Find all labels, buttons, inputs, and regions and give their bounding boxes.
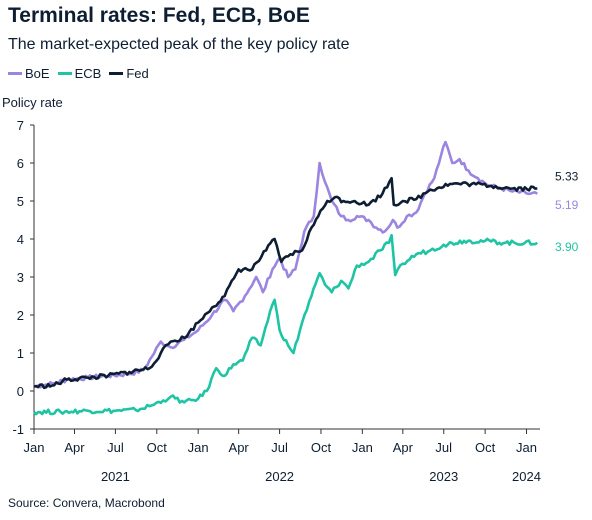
legend-item-boe: BoE: [8, 66, 50, 81]
y-tick-label: 7: [17, 118, 24, 133]
end-label-boe: 5.19: [555, 198, 579, 212]
x-tick-label: Apr: [229, 440, 250, 455]
y-axis-label: Policy rate: [2, 95, 63, 110]
x-tick-label: Jan: [516, 440, 537, 455]
legend-label-boe: BoE: [25, 66, 50, 81]
legend-item-fed: Fed: [109, 66, 149, 81]
y-tick-label: 1: [17, 346, 24, 361]
y-tick-label: 3: [17, 270, 24, 285]
x-year-label: 2022: [265, 469, 294, 484]
y-tick-label: -1: [12, 422, 24, 437]
x-year-label: 2023: [429, 469, 458, 484]
end-label-fed: 5.33: [555, 169, 579, 183]
legend-label-fed: Fed: [126, 66, 149, 81]
legend: BoE ECB Fed: [8, 66, 149, 81]
x-tick-label: Apr: [393, 440, 414, 455]
x-tick-label: Oct: [475, 440, 496, 455]
end-labels: 5.19 3.90 5.33: [555, 169, 579, 253]
x-tick-label: Oct: [147, 440, 168, 455]
y-tick-label: 6: [17, 156, 24, 171]
series-line-boe: [33, 140, 538, 389]
x-tick-label: Oct: [311, 440, 332, 455]
x-tick-label: Jan: [188, 440, 209, 455]
x-tick-label: Apr: [64, 440, 85, 455]
legend-item-ecb: ECB: [57, 66, 102, 81]
legend-swatch-boe: [8, 72, 22, 75]
source-note: Source: Convera, Macrobond: [8, 496, 165, 510]
legend-swatch-fed: [109, 72, 124, 75]
y-tick-label: 2: [17, 308, 24, 323]
y-tick-label: 5: [17, 194, 24, 209]
series-line-fed: [33, 176, 538, 390]
y-tick-label: 0: [17, 384, 24, 399]
series-lines: [33, 140, 538, 416]
x-year-label: 2021: [101, 469, 130, 484]
x-year-label: 2024: [512, 469, 541, 484]
x-tick-label: Jul: [271, 440, 288, 455]
chart-title: Terminal rates: Fed, ECB, BoE: [8, 4, 310, 27]
axes: -1 0 1 2 3 4 5 6 7 Jan Apr Jul Oct Jan Apr Jul Oct Jan Apr…: [12, 118, 541, 484]
x-tick-label: Jul: [107, 440, 124, 455]
x-tick-label: Jul: [435, 440, 452, 455]
chart-subtitle: The market-expected peak of the key poli…: [8, 36, 350, 53]
legend-swatch-ecb: [57, 72, 72, 75]
legend-label-ecb: ECB: [74, 66, 102, 81]
x-tick-label: Jan: [352, 440, 373, 455]
series-line-ecb: [33, 233, 538, 416]
x-tick-label: Jan: [24, 440, 45, 455]
end-label-ecb: 3.90: [555, 240, 579, 254]
y-tick-label: 4: [17, 232, 24, 247]
